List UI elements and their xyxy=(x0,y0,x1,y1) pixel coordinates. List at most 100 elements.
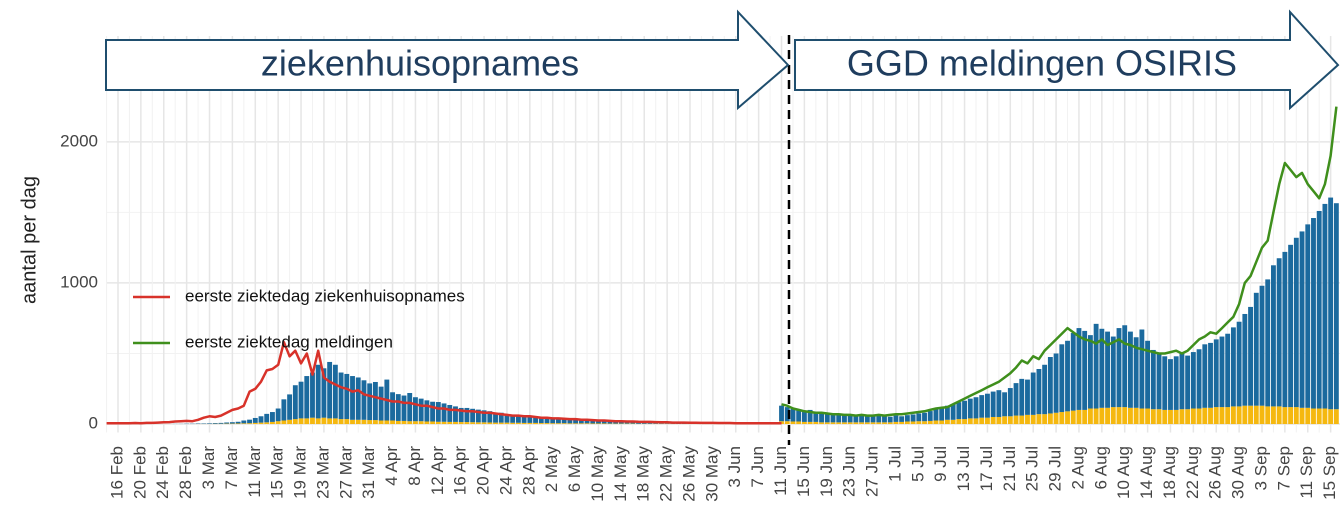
bar xyxy=(922,421,927,425)
bar xyxy=(247,419,252,424)
x-tick-label: 20 Apr xyxy=(474,446,493,495)
bar xyxy=(304,418,310,425)
bar xyxy=(996,390,1002,417)
bar xyxy=(544,423,550,425)
bar xyxy=(407,421,413,425)
bar xyxy=(870,422,876,425)
bar xyxy=(533,422,538,425)
bar xyxy=(556,423,561,425)
bar xyxy=(287,394,293,420)
bar xyxy=(458,407,464,423)
bar xyxy=(321,368,327,418)
x-tick-label: 20 Feb xyxy=(130,446,149,499)
bar xyxy=(493,422,498,425)
bar xyxy=(882,415,887,423)
bar xyxy=(1122,407,1128,425)
bar xyxy=(1070,333,1076,411)
bar xyxy=(1208,342,1213,408)
bar xyxy=(350,419,355,425)
bar xyxy=(1093,408,1099,425)
bar xyxy=(1128,407,1133,425)
bar xyxy=(996,416,1002,425)
bar xyxy=(207,423,212,424)
bar xyxy=(441,403,447,422)
bar xyxy=(1225,333,1231,408)
bar xyxy=(1173,409,1179,425)
bar xyxy=(1213,339,1219,408)
x-tick-label: 1 Jul xyxy=(885,446,904,482)
bar xyxy=(1225,407,1231,425)
x-tick-label: 6 May xyxy=(565,446,584,493)
bar xyxy=(979,395,985,418)
bar xyxy=(1333,409,1339,425)
x-tick-label: 15 Mar xyxy=(268,446,287,499)
bar xyxy=(218,422,224,424)
x-tick-label: 12 Apr xyxy=(428,446,447,495)
bar xyxy=(1253,292,1259,406)
bar xyxy=(515,422,521,425)
legend-label: eerste ziektedag meldingen xyxy=(185,332,393,351)
bar xyxy=(1288,244,1294,408)
bar xyxy=(607,421,613,424)
bar xyxy=(441,421,447,425)
bar xyxy=(1305,224,1311,408)
bar xyxy=(241,423,247,425)
bar xyxy=(853,422,859,425)
bar xyxy=(950,404,956,420)
bar xyxy=(1162,409,1168,425)
bar xyxy=(1076,409,1082,425)
bar xyxy=(258,422,264,425)
bar xyxy=(212,423,218,424)
bar xyxy=(836,414,842,423)
x-tick-label: 10 Aug xyxy=(1114,446,1133,499)
bar xyxy=(1230,406,1236,425)
bar xyxy=(407,392,413,422)
x-tick-label: 14 Aug xyxy=(1137,446,1156,499)
bar xyxy=(298,418,304,425)
bar xyxy=(361,419,367,425)
x-tick-label: 3 Sep xyxy=(1251,446,1270,490)
bar xyxy=(1179,409,1185,425)
bar xyxy=(916,413,922,422)
bar xyxy=(1236,406,1242,425)
bar xyxy=(1145,408,1151,425)
bar xyxy=(550,423,556,425)
bar xyxy=(1128,331,1133,408)
bar xyxy=(292,419,298,425)
bar xyxy=(1219,336,1225,408)
bar xyxy=(1179,352,1185,410)
bar xyxy=(1333,203,1339,410)
bar xyxy=(933,420,939,425)
bar xyxy=(1168,409,1173,425)
bar xyxy=(870,415,876,423)
bar xyxy=(1082,330,1088,410)
bar xyxy=(367,420,373,425)
bar xyxy=(1271,406,1276,425)
bar xyxy=(876,422,882,425)
bar xyxy=(950,419,956,425)
bar xyxy=(252,422,258,425)
bar xyxy=(1253,405,1259,425)
bar xyxy=(819,422,824,425)
x-tick-label: 31 Mar xyxy=(359,446,378,499)
bar xyxy=(904,421,910,425)
bar xyxy=(315,418,321,425)
bar xyxy=(1185,409,1191,425)
bar xyxy=(1042,364,1048,415)
y-tick-label: 1000 xyxy=(60,272,98,291)
bar xyxy=(372,381,378,421)
bar xyxy=(790,421,796,425)
bar xyxy=(229,422,235,424)
bar xyxy=(1025,379,1030,415)
bar xyxy=(1019,415,1025,425)
bar xyxy=(910,421,916,425)
bar xyxy=(573,423,579,425)
bar xyxy=(281,420,287,425)
bar xyxy=(510,415,516,423)
bar xyxy=(1047,357,1053,414)
bar xyxy=(922,412,927,422)
bar xyxy=(430,401,436,422)
bar xyxy=(1316,408,1322,425)
bar xyxy=(847,422,853,425)
x-tick-label: 15 Jun xyxy=(794,446,813,497)
